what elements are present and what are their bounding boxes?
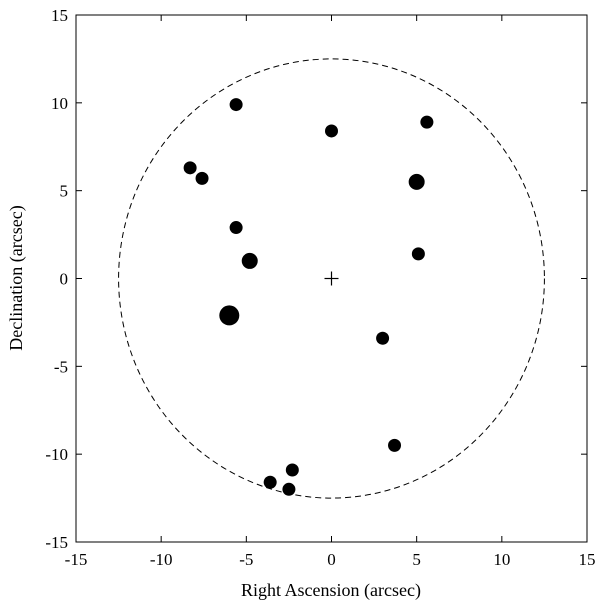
center-cross-layer (324, 271, 339, 286)
dashed-circle (118, 58, 545, 499)
x-axis-label: Right Ascension (arcsec) (241, 580, 421, 601)
points-layer (183, 98, 434, 496)
data-point (229, 98, 243, 112)
data-point (325, 124, 338, 138)
x-tick-label: 10 (493, 550, 510, 569)
data-point (195, 171, 209, 185)
x-tick-label: 15 (579, 550, 596, 569)
x-tick-label: -5 (239, 550, 253, 569)
data-point (420, 115, 434, 129)
y-tick-label: 10 (51, 94, 68, 113)
ticks-layer: -15 -10 -5 0 5 10 15 -15 -10 -5 0 5 10 15 (45, 6, 595, 569)
y-tick-label: 15 (51, 6, 68, 25)
data-point (183, 161, 197, 175)
data-point (219, 305, 240, 326)
x-tick-label: -15 (65, 550, 88, 569)
data-point (388, 438, 402, 452)
x-tick-label: -10 (150, 550, 173, 569)
data-point (408, 173, 425, 190)
y-tick-label: 5 (60, 182, 69, 201)
y-tick-label: 0 (60, 270, 69, 289)
y-tick-label: -5 (54, 357, 68, 376)
data-point (241, 252, 258, 269)
dashed-circle-layer (118, 58, 545, 499)
data-point (229, 221, 243, 235)
data-point (376, 331, 390, 345)
y-tick-label: -15 (45, 533, 68, 552)
y-axis-label: Declination (arcsec) (6, 205, 27, 350)
data-point (282, 482, 296, 496)
x-tick-label: 5 (412, 550, 421, 569)
data-point (411, 247, 425, 261)
data-point (285, 463, 299, 477)
y-tick-label: -10 (45, 445, 68, 464)
center-cross-marker (324, 271, 339, 286)
x-tick-label: 0 (327, 550, 336, 569)
data-point (263, 475, 277, 489)
